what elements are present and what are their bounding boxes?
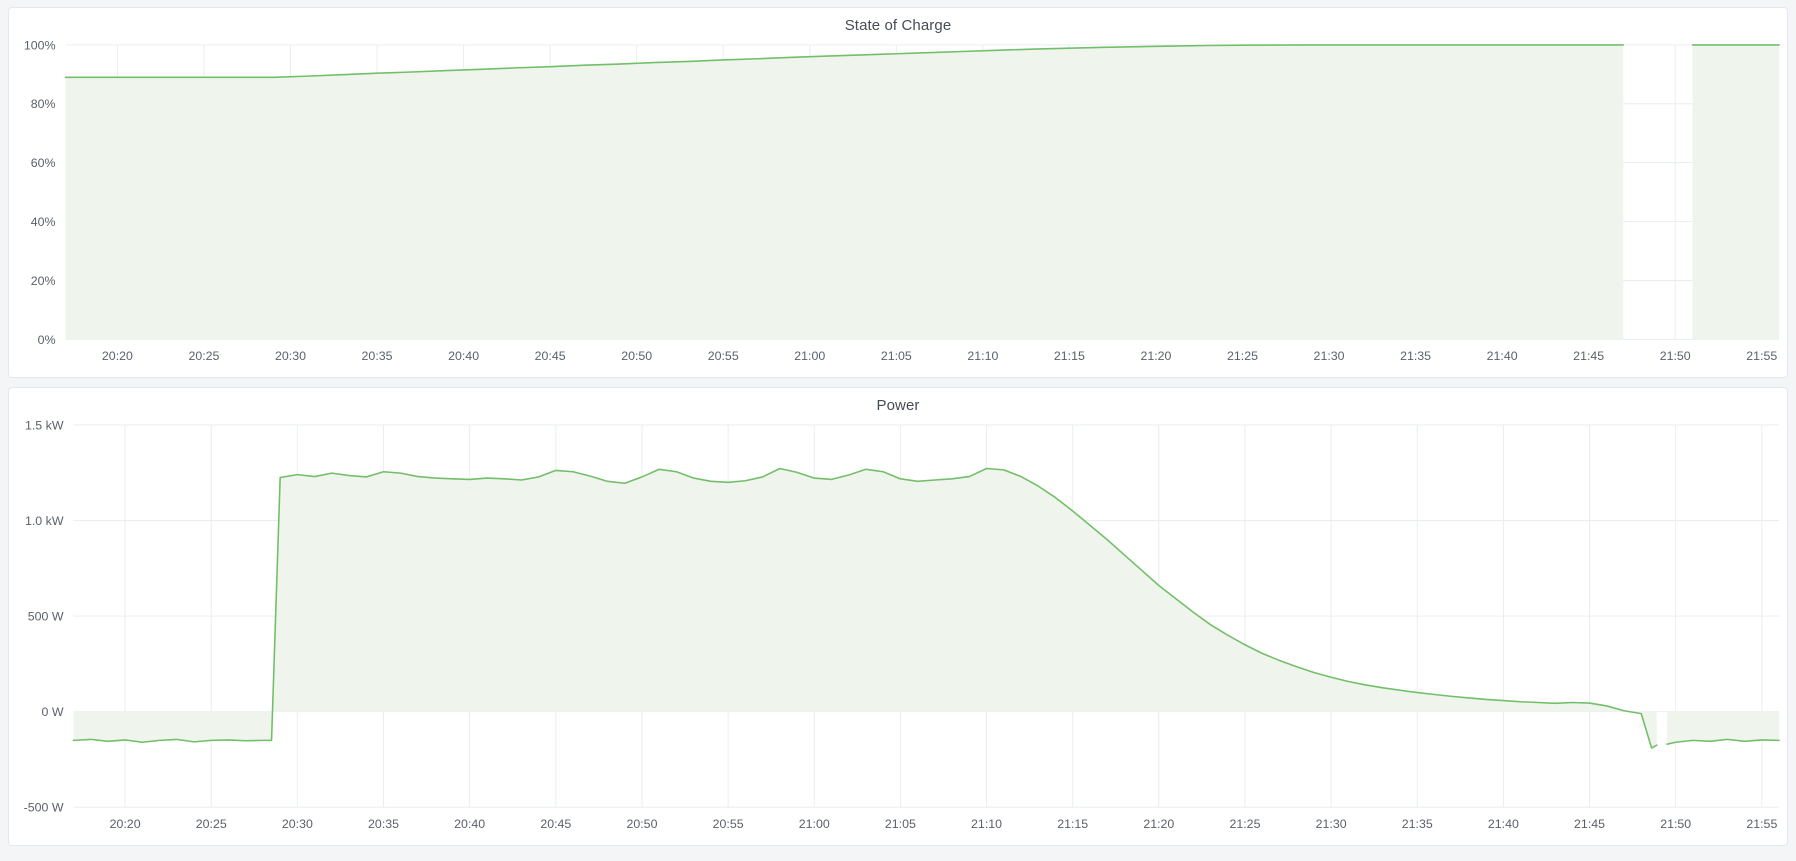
x-axis-tick-label: 21:50 bbox=[1660, 817, 1691, 831]
x-axis-tick-label: 21:30 bbox=[1316, 817, 1347, 831]
plot-area-power[interactable]: -500 W 0 W 500 W 1.0 kW 1.5 kW 20:20 20:25 20:3… bbox=[9, 415, 1787, 845]
x-axis-tick-label: 21:10 bbox=[971, 817, 1002, 831]
x-axis-tick-label: 21:00 bbox=[794, 349, 825, 363]
x-axis-tick-label: 21:15 bbox=[1057, 817, 1088, 831]
x-axis-tick-label: 21:45 bbox=[1573, 349, 1604, 363]
x-axis-tick-label: 20:35 bbox=[368, 817, 399, 831]
x-axis-tick-label: 21:45 bbox=[1574, 817, 1605, 831]
x-axis-tick-label: 21:55 bbox=[1746, 817, 1777, 831]
x-axis-tick-label: 21:20 bbox=[1140, 349, 1171, 363]
x-axis-tick-label: 20:50 bbox=[621, 349, 652, 363]
y-axis-tick-label: 1.0 kW bbox=[25, 514, 64, 528]
x-axis-tick-label: 20:35 bbox=[362, 349, 393, 363]
y-axis-tick-label: 60% bbox=[31, 156, 56, 170]
x-axis-tick-label: 20:30 bbox=[282, 817, 313, 831]
y-axis-tick-label: 100% bbox=[24, 38, 56, 52]
y-axis-tick-label: 0 W bbox=[42, 705, 64, 719]
x-axis-tick-label: 21:50 bbox=[1660, 349, 1691, 363]
y-axis-tick-label: 500 W bbox=[28, 610, 64, 624]
x-axis-tick-label: 20:20 bbox=[110, 817, 141, 831]
x-axis-tick-label: 20:55 bbox=[708, 349, 739, 363]
x-axis-tick-label: 20:40 bbox=[454, 817, 485, 831]
panel-power[interactable]: Power -500 W 0 W 500 W 1.0 kW 1.5 kW 20:20 20:… bbox=[8, 387, 1788, 846]
y-axis-tick-label: 80% bbox=[31, 97, 56, 111]
y-axis-tick-label: 40% bbox=[31, 215, 56, 229]
x-axis-tick-label: 21:25 bbox=[1227, 349, 1258, 363]
x-axis-tick-label: 20:25 bbox=[196, 817, 227, 831]
y-axis-tick-label: 0% bbox=[38, 333, 56, 347]
x-axis-tick-label: 20:25 bbox=[188, 349, 219, 363]
x-axis-tick-label: 21:40 bbox=[1487, 349, 1518, 363]
x-axis-tick-label: 21:05 bbox=[885, 817, 916, 831]
x-axis-tick-label: 20:20 bbox=[102, 349, 133, 363]
x-axis-tick-label: 20:50 bbox=[626, 817, 657, 831]
x-axis-tick-label: 21:30 bbox=[1314, 349, 1345, 363]
x-axis-tick-label: 21:15 bbox=[1054, 349, 1085, 363]
x-axis-tick-label: 21:25 bbox=[1229, 817, 1260, 831]
x-axis-tick-label: 20:45 bbox=[540, 817, 571, 831]
plot-area-state-of-charge[interactable]: 0% 20% 40% 60% 80% 100% 20:20 20:25 20:30 20:35 20… bbox=[9, 35, 1787, 377]
x-axis-tick-label: 21:05 bbox=[881, 349, 912, 363]
y-axis-tick-label: -500 W bbox=[24, 801, 64, 815]
x-axis-tick-label: 21:20 bbox=[1143, 817, 1174, 831]
chart-state-of-charge[interactable]: 0% 20% 40% 60% 80% 100% 20:20 20:25 20:30 20:35 20… bbox=[9, 35, 1787, 377]
x-axis-tick-label: 20:55 bbox=[713, 817, 744, 831]
x-axis-tick-label: 20:45 bbox=[535, 349, 566, 363]
x-axis-tick-label: 20:30 bbox=[275, 349, 306, 363]
x-axis-tick-label: 21:35 bbox=[1402, 817, 1433, 831]
y-axis-tick-label: 1.5 kW bbox=[25, 418, 64, 432]
x-axis-tick-label: 21:10 bbox=[967, 349, 998, 363]
y-axis-tick-label: 20% bbox=[31, 274, 56, 288]
panel-title-state-of-charge: State of Charge bbox=[844, 17, 952, 34]
panel-state-of-charge[interactable]: State of Charge 0% 20% 40% 60% 80% 100% 20:20 2… bbox=[8, 7, 1788, 378]
x-axis-tick-label: 20:40 bbox=[448, 349, 479, 363]
chart-power[interactable]: -500 W 0 W 500 W 1.0 kW 1.5 kW 20:20 20:25 20:3… bbox=[9, 415, 1787, 845]
x-axis-tick-label: 21:00 bbox=[799, 817, 830, 831]
x-axis-tick-label: 21:40 bbox=[1488, 817, 1519, 831]
x-axis-tick-label: 21:35 bbox=[1400, 349, 1431, 363]
x-axis-tick-label: 21:55 bbox=[1746, 349, 1777, 363]
panel-title-power: Power bbox=[876, 397, 920, 414]
